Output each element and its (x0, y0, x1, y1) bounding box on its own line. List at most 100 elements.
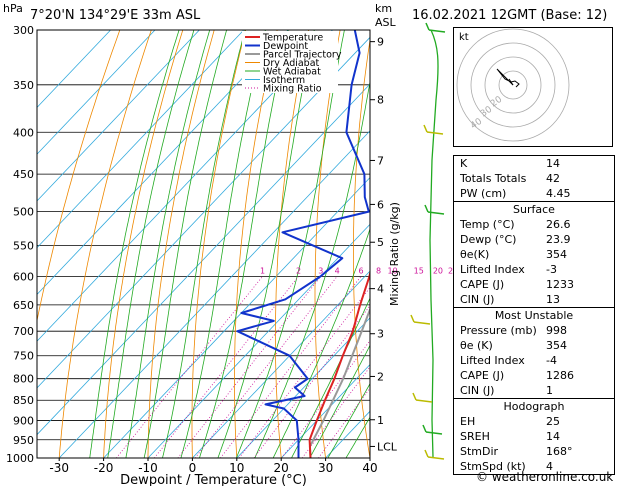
dry-adiabat-line (314, 30, 341, 458)
index-row: Pressure (mb) 998 (454, 323, 614, 338)
pressure-tick-label: 350 (13, 79, 34, 92)
index-row: PW (cm) 4.45 (454, 186, 614, 201)
mixing-ratio-label: 8 (376, 266, 381, 275)
pressure-tick-label: 800 (13, 373, 34, 386)
index-label: SREH (460, 430, 490, 443)
wind-barb (427, 211, 445, 215)
km-tick-label: 5 (377, 236, 384, 249)
hodograph-frame (453, 27, 613, 147)
mixing-ratio-line (238, 286, 370, 458)
mixing-ratio-line (177, 276, 322, 458)
km-tick-label: 4 (377, 283, 384, 296)
pressure-tick-label: 500 (13, 206, 34, 219)
surface-section-title: Surface (513, 203, 555, 216)
mixing-ratio-line (281, 340, 370, 458)
wind-barb (426, 131, 444, 135)
pressure-tick-label: 950 (13, 434, 34, 447)
km-tick-label: 6 (377, 198, 384, 211)
index-label: K (460, 157, 468, 170)
index-label: Lifted Index (460, 354, 525, 367)
wind-barb (413, 321, 431, 325)
hodograph-ring (456, 28, 570, 142)
index-label: StmDir (460, 445, 499, 458)
isotherm-line (37, 30, 289, 296)
hodograph-ring (470, 42, 556, 128)
pressure-unit-label: hPa (3, 2, 23, 15)
indices-basic-box: K 14 Totals Totals 42 PW (cm) 4.45 (453, 155, 615, 202)
isotherm-line (37, 30, 111, 109)
index-value: -4 (546, 354, 557, 367)
index-value: 1233 (546, 278, 574, 291)
mixing-ratio-label: 10 (387, 266, 397, 275)
mixing-ratio-label: 20 (433, 266, 443, 275)
isotherm-line (37, 30, 245, 249)
isotherm-line (192, 270, 370, 458)
index-value: 998 (546, 324, 567, 337)
isotherm-line (37, 36, 370, 389)
plot-frame (36, 29, 371, 459)
dewpoint-profile-line (236, 30, 370, 458)
isotherm-line (236, 317, 370, 458)
index-row: CAPE (J) 1233 (454, 277, 614, 292)
wet-adiabat-line (162, 30, 246, 458)
wet-adiabat-line (125, 30, 211, 458)
index-row: EH 25 (454, 414, 614, 429)
index-row: Lifted Index -3 (454, 262, 614, 277)
isotherm-line (37, 30, 156, 155)
index-label: θe(K) (460, 248, 490, 261)
wet-adiabat-line (198, 30, 289, 458)
index-value: 25 (546, 415, 560, 428)
pressure-tick-label: 850 (13, 394, 34, 407)
index-row: CIN (J) 13 (454, 292, 614, 307)
indices-surface-box: Surface Temp (°C) 26.6 Dewp (°C) 23.9 θe(K… (453, 201, 615, 475)
index-row: Totals Totals 42 (454, 171, 614, 186)
index-row: θe(K) 354 (454, 247, 614, 262)
index-label: Lifted Index (460, 263, 525, 276)
wet-adiabat-line (309, 344, 370, 458)
dry-adiabat-line (234, 30, 278, 458)
x-tick-label: -30 (49, 461, 69, 475)
x-tick-label: -20 (94, 461, 114, 475)
wet-adiabat-line (235, 30, 345, 458)
index-value: 354 (546, 339, 567, 352)
km-tick-label: LCL (377, 440, 398, 453)
hodograph-storm-arrow (508, 78, 514, 86)
pressure-tick-label: 900 (13, 415, 34, 428)
wind-barb (427, 456, 445, 460)
index-value: 26.6 (546, 218, 571, 231)
wind-barb (415, 399, 433, 403)
mixing-ratio-label: 4 (335, 266, 340, 275)
legend-label: Wet Adiabat (263, 67, 321, 78)
pressure-tick-label: 450 (13, 168, 34, 181)
wind-barb (422, 424, 427, 433)
index-row: Dewp (°C) 23.9 (454, 232, 614, 247)
dry-adiabat-line (191, 30, 247, 458)
wind-barb (424, 204, 429, 213)
watermark: © weatheronline.co.uk (476, 470, 614, 484)
isotherm-line (58, 130, 370, 458)
index-label: Pressure (mb) (460, 324, 537, 337)
index-value: 1 (546, 384, 553, 397)
mixing-ratio-line (318, 387, 370, 458)
km-tick-label: 1 (377, 414, 384, 427)
x-tick-label: 0 (189, 461, 197, 475)
mixing-ratio-label: 2 (296, 266, 301, 275)
km-tick-label: 8 (377, 94, 384, 107)
index-value: 14 (546, 430, 560, 443)
dry-adiabat-line (37, 30, 121, 323)
isotherm-line (37, 83, 370, 436)
wind-barb (425, 431, 443, 435)
hodograph-ring (498, 70, 528, 100)
legend-label: Isotherm (263, 75, 305, 86)
mixing-ratio-axis-title: Mixing Ratio (g/kg) (388, 202, 401, 306)
isotherm-line (37, 30, 200, 202)
x-tick-label: 30 (318, 461, 333, 475)
most-unstable-section-title: Most Unstable (454, 307, 614, 323)
index-value: 354 (546, 248, 567, 261)
km-tick-label: 7 (377, 154, 384, 167)
index-row: Lifted Index -4 (454, 353, 614, 368)
wind-barb (424, 449, 429, 458)
wet-adiabat-line (327, 382, 370, 458)
wind-barb (412, 392, 417, 401)
